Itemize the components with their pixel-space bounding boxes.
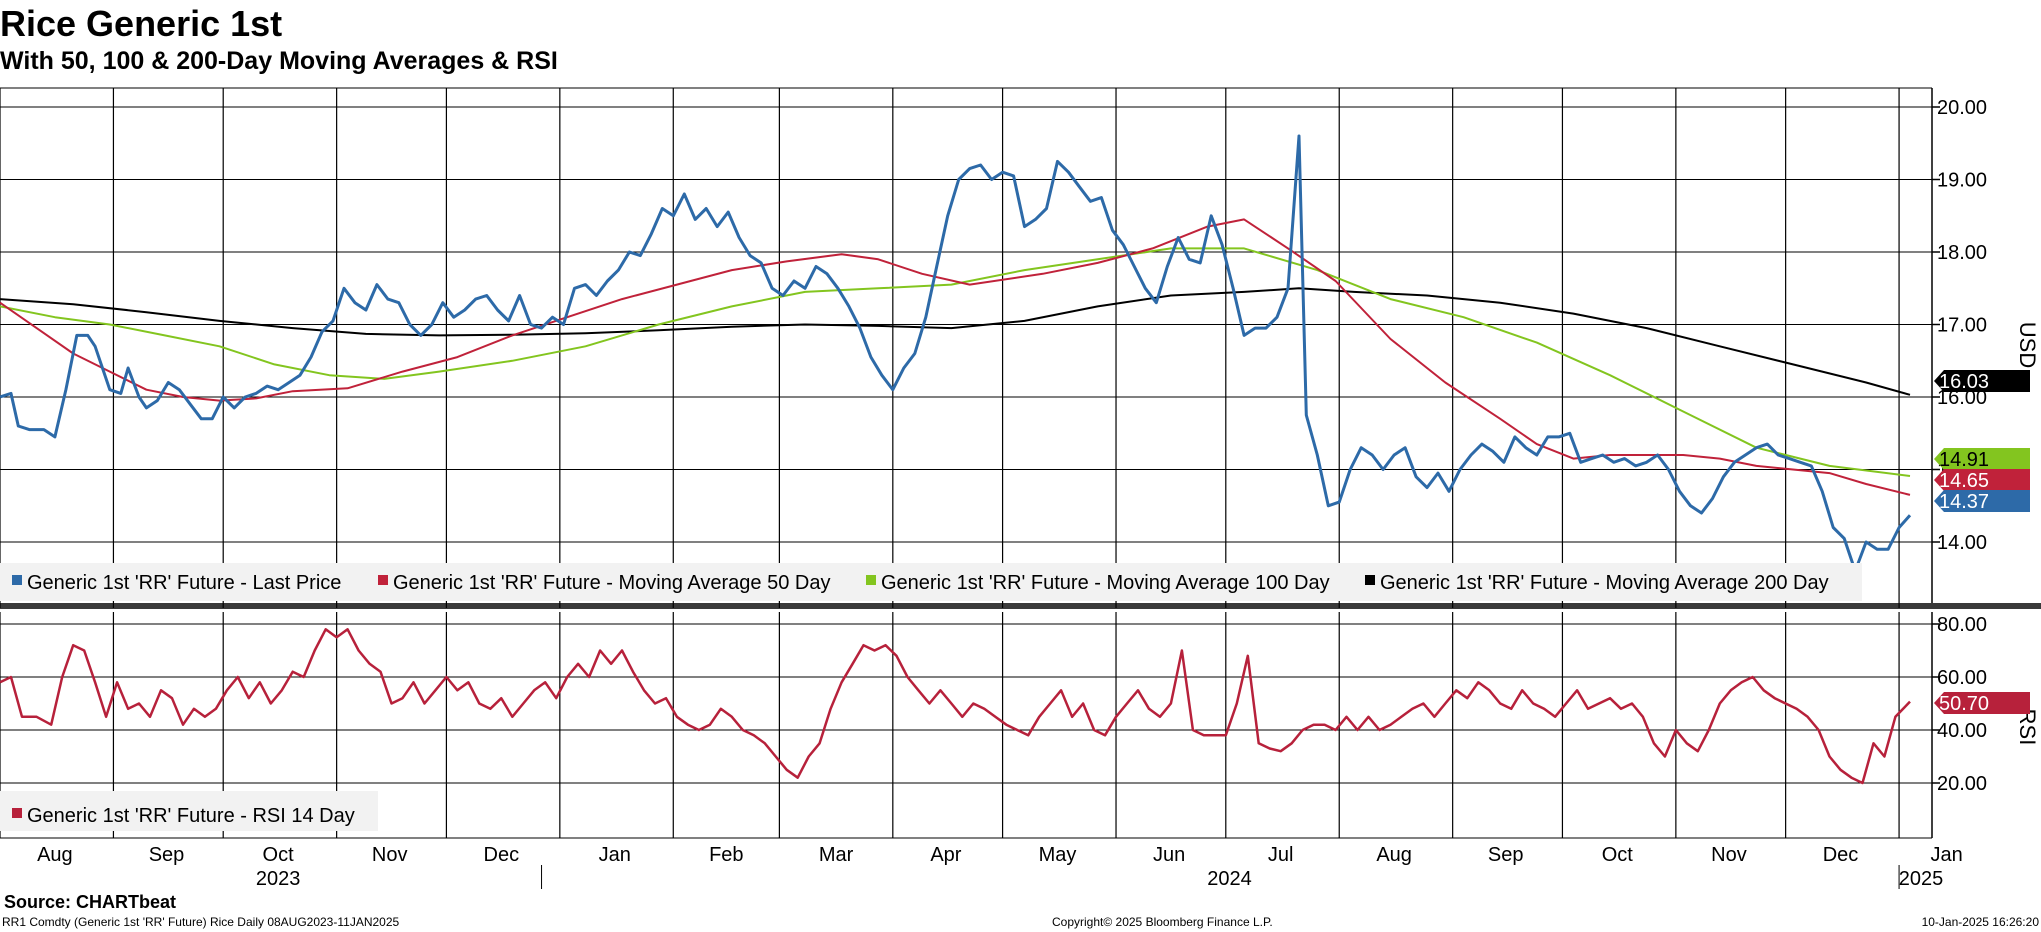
rsi-last-value-tag: 50.70 [1939, 693, 1989, 715]
rsi-tick-label: 20.00 [1937, 773, 1987, 795]
ma50-last-value-tag-box [1934, 469, 2030, 491]
month-label: Nov [372, 844, 408, 866]
legend-swatch-ma200 [1365, 575, 1375, 585]
year-label: 2023 [256, 868, 301, 890]
price-line [0, 134, 1912, 573]
legend-swatch-rsi [12, 808, 22, 818]
month-label: Sep [149, 844, 185, 866]
month-label: Oct [1602, 844, 1634, 866]
ma50-line [0, 218, 1911, 496]
rsi-line [0, 628, 1911, 785]
legend-swatch-ma100 [866, 575, 876, 585]
ma100-last-value-tag: 14.91 [1939, 449, 1989, 471]
month-label: Jan [1931, 844, 1963, 866]
month-label: Apr [930, 844, 961, 866]
month-label: Sep [1488, 844, 1524, 866]
footer-timestamp: 10-Jan-2025 16:26:20 [1921, 915, 2039, 929]
footer-copyright: Copyright© 2025 Bloomberg Finance L.P. [1052, 915, 1273, 929]
month-label: Aug [1376, 844, 1412, 866]
year-label: 2024 [1207, 868, 1252, 890]
month-label: Oct [263, 844, 295, 866]
ma100-last-value-tag-box [1934, 448, 2030, 470]
rsi-tick-label: 40.00 [1937, 720, 1987, 742]
chart-subtitle: With 50, 100 & 200-Day Moving Averages &… [0, 47, 558, 75]
month-label: Mar [819, 844, 854, 866]
price-tick-label: 19.00 [1937, 170, 1987, 192]
price-axis-title: USD [2015, 322, 2040, 368]
price-tick-label: 20.00 [1937, 97, 1987, 119]
ma200-last-value-tag-box [1934, 370, 2030, 392]
month-label: May [1039, 844, 1077, 866]
month-label: Feb [709, 844, 743, 866]
price-tick-label: 16.00 [1937, 387, 1987, 409]
month-label: Aug [37, 844, 73, 866]
rsi-legend-background [0, 791, 378, 831]
price-tick-label: 18.00 [1937, 242, 1987, 264]
ma100-line [0, 247, 1911, 477]
legend-label-rsi: Generic 1st 'RR' Future - RSI 14 Day [27, 805, 355, 827]
legend-swatch-price [12, 575, 22, 585]
price-last-value-tag: 14.37 [1939, 491, 1989, 513]
month-label: Dec [1823, 844, 1859, 866]
price-tick-label: 17.00 [1937, 315, 1987, 337]
month-label: Nov [1711, 844, 1747, 866]
source-label: Source: CHARTbeat [4, 892, 177, 912]
rsi-tick-label: 60.00 [1937, 667, 1987, 689]
rsi-tick-label: 80.00 [1937, 614, 1987, 636]
price-last-value-tag-box [1934, 490, 2030, 512]
price-legend-background [0, 563, 1862, 601]
legend-label-price: Generic 1st 'RR' Future - Last Price [27, 572, 341, 594]
legend-label-ma200: Generic 1st 'RR' Future - Moving Average… [1380, 572, 1829, 594]
rsi-last-value-tag-box [1934, 692, 2030, 714]
legend-swatch-ma50 [378, 575, 388, 585]
rsi-axis-title: RSI [2015, 709, 2040, 746]
month-label: Dec [484, 844, 520, 866]
panel-divider [0, 603, 2041, 609]
ma50-last-value-tag: 14.65 [1939, 470, 1989, 492]
chart-title: Rice Generic 1st [0, 3, 283, 44]
legend-label-ma50: Generic 1st 'RR' Future - Moving Average… [393, 572, 830, 594]
ma200-line [0, 287, 1911, 396]
month-label: Jul [1268, 844, 1294, 866]
footer-ticker-info: RR1 Comdty (Generic 1st 'RR' Future) Ric… [2, 915, 400, 929]
month-label: Jun [1153, 844, 1185, 866]
legend-label-ma100: Generic 1st 'RR' Future - Moving Average… [881, 572, 1330, 594]
month-label: Jan [599, 844, 631, 866]
price-tick-label: 14.00 [1937, 532, 1987, 554]
year-label: 2025 [1899, 868, 1944, 890]
ma200-last-value-tag: 16.03 [1939, 371, 1989, 393]
